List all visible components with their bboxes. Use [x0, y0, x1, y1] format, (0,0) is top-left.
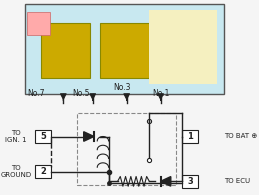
- Text: No.1: No.1: [152, 89, 169, 98]
- FancyBboxPatch shape: [41, 23, 90, 78]
- FancyBboxPatch shape: [99, 23, 149, 78]
- Text: No.5: No.5: [73, 89, 90, 98]
- Polygon shape: [161, 177, 171, 186]
- FancyBboxPatch shape: [149, 10, 217, 84]
- Polygon shape: [84, 132, 94, 141]
- Text: TO
IGN. 1: TO IGN. 1: [5, 130, 27, 143]
- Text: 5: 5: [40, 132, 46, 141]
- FancyBboxPatch shape: [27, 12, 50, 35]
- Text: TO BAT ⊕: TO BAT ⊕: [224, 134, 257, 139]
- FancyBboxPatch shape: [182, 175, 198, 188]
- Text: 2: 2: [40, 167, 46, 176]
- FancyBboxPatch shape: [182, 130, 198, 143]
- FancyBboxPatch shape: [25, 4, 224, 94]
- Text: 1: 1: [187, 132, 193, 141]
- Text: TO
GROUND: TO GROUND: [0, 165, 31, 178]
- Text: 3: 3: [187, 177, 193, 186]
- Text: TO ECU: TO ECU: [224, 178, 250, 184]
- Text: No.3: No.3: [113, 83, 131, 92]
- Text: No.7: No.7: [27, 89, 45, 98]
- FancyBboxPatch shape: [35, 165, 51, 178]
- FancyBboxPatch shape: [35, 130, 51, 143]
